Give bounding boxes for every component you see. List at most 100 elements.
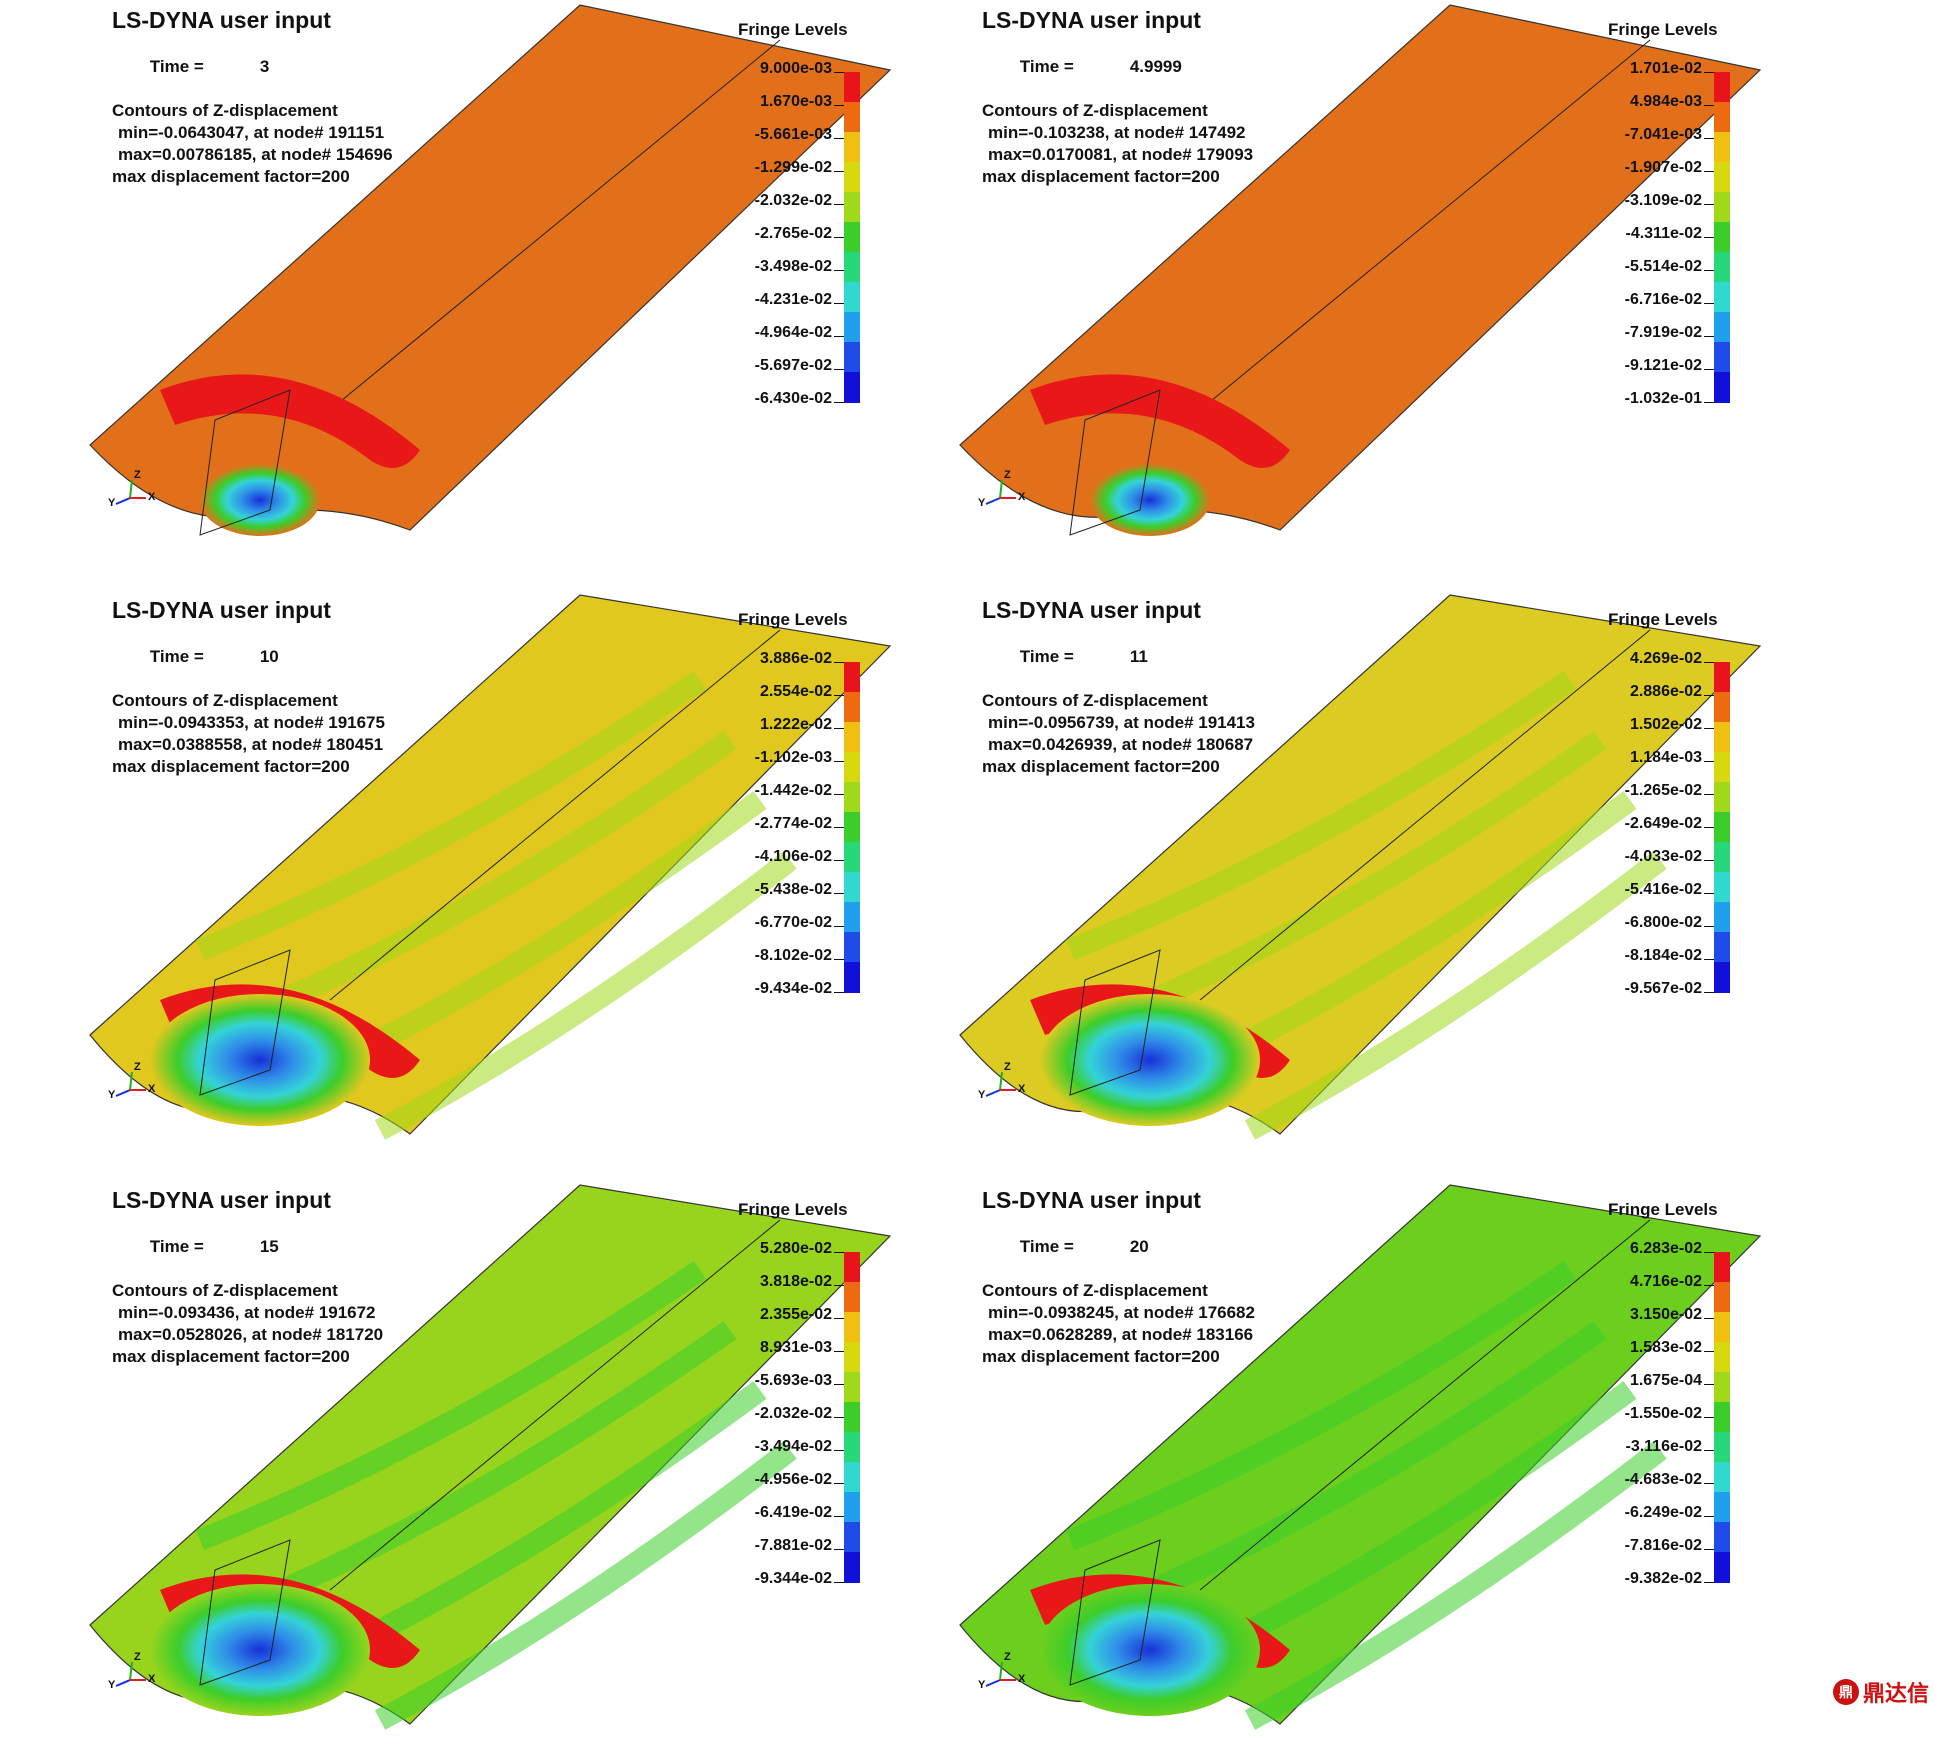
colorbar-segment [844, 1282, 860, 1313]
fringe-legend: Fringe Levels 5.280e-02 3.818e-02 2.355e-0… [720, 1200, 860, 1600]
max-line: max=0.0628289, at node# 183166 [988, 1325, 1254, 1344]
displacement-contour-scene [89, 594, 892, 1140]
colorbar-segment [844, 1522, 860, 1553]
colorbar-segment [1714, 102, 1730, 133]
fringe-tick [834, 303, 844, 304]
fringe-level-label: -6.770e-02 [754, 914, 832, 931]
fringe-tick [1704, 893, 1714, 894]
colorbar-segment [1714, 72, 1730, 103]
fringe-level-label: -2.649e-02 [1624, 815, 1702, 832]
colorbar-segment [844, 662, 860, 693]
colorbar-segment [844, 222, 860, 253]
fringe-level-label: 2.554e-02 [759, 683, 832, 700]
colorbar-segment [844, 782, 860, 813]
fringe-tick [834, 1549, 844, 1550]
colorbar-segment [1714, 282, 1730, 313]
fringe-tick [834, 1285, 844, 1286]
time-row: Time = 3 [112, 34, 393, 100]
time-row: Time = 20 [982, 1214, 1255, 1280]
contour-label: Contours of Z-displacement [112, 101, 338, 120]
wave-band [1065, 670, 1577, 961]
fringe-level-label: 6.283e-02 [1629, 1240, 1702, 1257]
axis-triad-icon: Y ZX [108, 1061, 156, 1101]
axis-line [129, 1071, 133, 1091]
load-region-outline [1069, 389, 1161, 536]
fringe-tick [1704, 105, 1714, 106]
fringe-level-label: -4.956e-02 [754, 1471, 832, 1488]
axis-label: Y [978, 1089, 986, 1100]
cold-zone [150, 1584, 370, 1716]
colorbar-segment [1714, 902, 1730, 933]
fringe-tick [1704, 761, 1714, 762]
fringe-level-label: -6.249e-02 [1624, 1504, 1702, 1521]
fringe-level-label: 1.184e-03 [1629, 749, 1702, 766]
time-value: 20 [1129, 1237, 1149, 1256]
load-region-outline [199, 1539, 291, 1686]
fringe-level-label: -5.438e-02 [754, 881, 832, 898]
fringe-level-label: -8.184e-02 [1624, 947, 1702, 964]
wave-band [1244, 851, 1667, 1140]
fringe-tick [1704, 138, 1714, 139]
fringe-level-label: -6.716e-02 [1624, 291, 1702, 308]
centerline [1199, 629, 1651, 1001]
axis-label: Z [1004, 1061, 1011, 1073]
watermark-logo-icon: 鼎 [1832, 1679, 1859, 1705]
colorbar-segment [844, 282, 860, 313]
colorbar-segment [844, 192, 860, 223]
axis-triad-icon: Y ZX [978, 1651, 1026, 1691]
factor-line: max displacement factor=200 [982, 757, 1220, 776]
fringe-level-label: -5.661e-03 [754, 126, 832, 143]
fringe-level-label: -5.514e-02 [1624, 258, 1702, 275]
fringe-level-label: 5.280e-02 [759, 1240, 832, 1257]
fringe-tick [1704, 926, 1714, 927]
fringe-level-label: 2.355e-02 [759, 1306, 832, 1323]
colorbar-segment [1714, 872, 1730, 903]
fringe-level-label: -6.800e-02 [1624, 914, 1702, 931]
colorbar-segment [1714, 932, 1730, 963]
fringe-tick [1704, 695, 1714, 696]
min-line: min=-0.0943353, at node# 191675 [118, 713, 385, 732]
fringe-level-label: -4.311e-02 [1625, 225, 1702, 242]
panel-title: LS-DYNA user input [112, 597, 331, 623]
colorbar-segment [1714, 722, 1730, 753]
fringe-tick [1704, 1351, 1714, 1352]
colorbar-segment [1714, 1462, 1730, 1493]
colorbar-segment [844, 372, 860, 403]
fringe-tick [834, 1450, 844, 1451]
time-row: Time = 4.9999 [982, 34, 1253, 100]
wave-band [1065, 1260, 1577, 1551]
colorbar-segment [844, 752, 860, 783]
fringe-level-label: -1.442e-02 [754, 782, 832, 799]
fringe-tick [1704, 1285, 1714, 1286]
fringe-colorbar [1714, 72, 1730, 403]
fringe-level-label: -9.121e-02 [1624, 357, 1702, 374]
fringe-legend: Fringe Levels 1.701e-02 4.984e-03 -7.041e-… [1590, 20, 1730, 420]
colorbar-segment [844, 1552, 860, 1583]
axis-label: Y [978, 497, 986, 508]
fringe-tick [834, 992, 844, 993]
min-line: min=-0.093436, at node# 191672 [118, 1303, 376, 1322]
hot-zone [160, 374, 420, 468]
colorbar-segment [1714, 1492, 1730, 1523]
fringe-tick [1704, 303, 1714, 304]
fringe-tick [834, 827, 844, 828]
axis-label: Z [1004, 1651, 1011, 1663]
fringe-tick [1704, 662, 1714, 663]
axis-line [115, 1089, 131, 1097]
min-line: min=-0.0956739, at node# 191413 [988, 713, 1255, 732]
axis-line [129, 479, 133, 499]
fringe-level-label: 2.886e-02 [1629, 683, 1702, 700]
axis-line [985, 497, 1001, 505]
fringe-tick [834, 860, 844, 861]
fringe-tick [834, 105, 844, 106]
fringe-tick [1704, 860, 1714, 861]
axis-triad-icon: Y ZX [108, 1651, 156, 1691]
fringe-level-label: -1.032e-01 [1624, 390, 1702, 407]
fringe-colorbar [1714, 662, 1730, 993]
factor-line: max displacement factor=200 [982, 167, 1220, 186]
fringe-level-label: -1.299e-02 [754, 159, 832, 176]
fringe-tick [1704, 1417, 1714, 1418]
fringe-level-label: -4.231e-02 [754, 291, 832, 308]
